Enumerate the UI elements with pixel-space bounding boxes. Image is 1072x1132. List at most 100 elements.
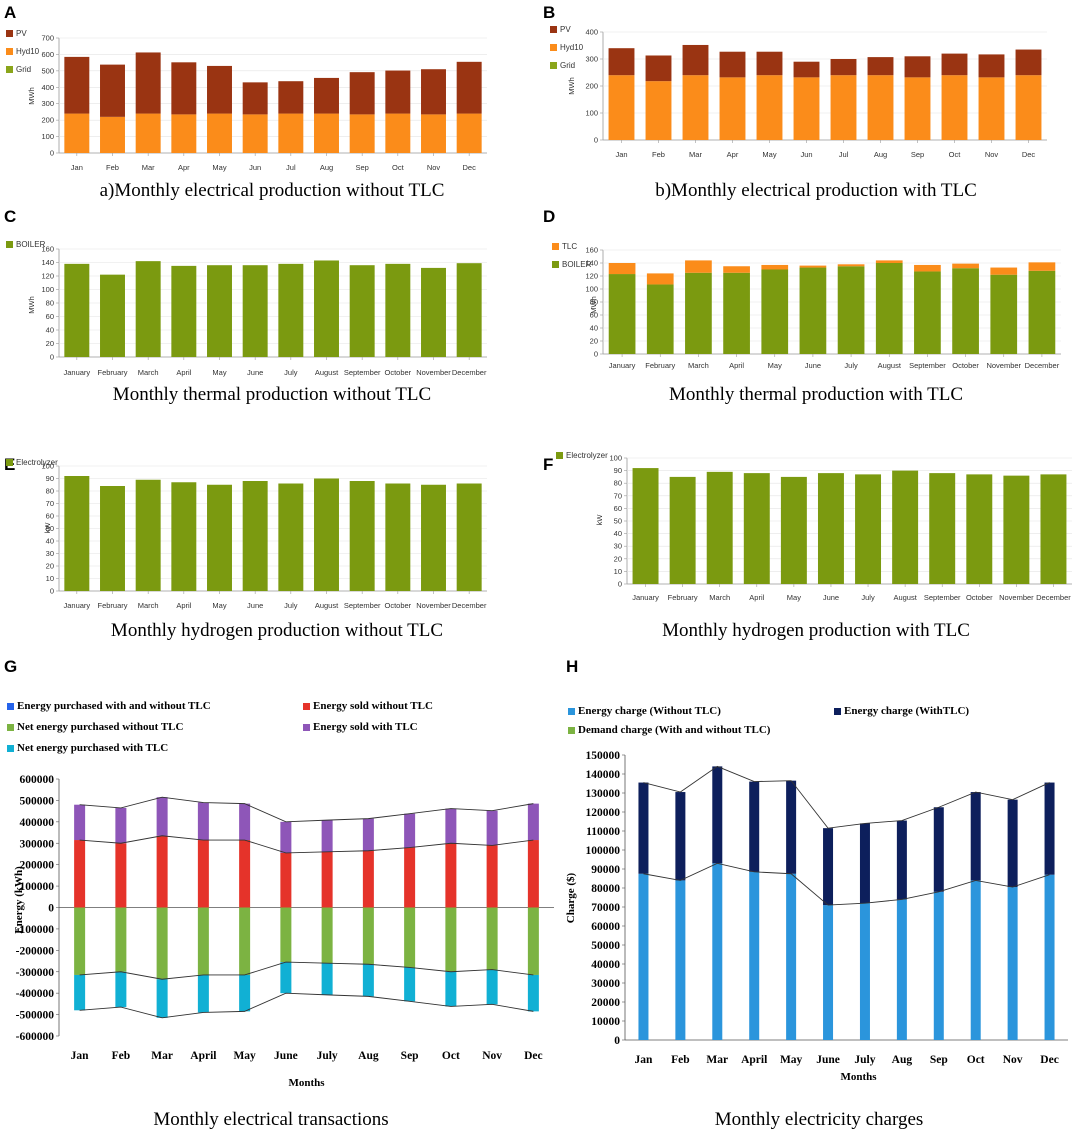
x-tick-label: Dec — [1040, 1054, 1059, 1066]
bar-boiler — [64, 263, 90, 357]
y-tick-label: 70000 — [591, 902, 620, 914]
legend-label: Hyd10 — [16, 47, 40, 56]
legend-swatch — [6, 459, 13, 466]
x-tick-label: May — [212, 601, 226, 610]
x-axis-label: Months — [288, 1077, 325, 1089]
x-tick-label: Jun — [800, 150, 812, 159]
bar-hyd10 — [100, 116, 125, 153]
panel-label: D — [543, 207, 555, 226]
legend-label: Net energy purchased with TLC — [17, 742, 168, 754]
x-tick-label: July — [844, 361, 858, 370]
bar-net-energy-purchased-without-tlc — [280, 907, 292, 963]
bar-tlc — [952, 263, 979, 269]
bar-boiler — [990, 274, 1018, 354]
legend-label: Energy sold without TLC — [313, 700, 433, 712]
x-tick-label: March — [138, 601, 159, 610]
x-tick-label: April — [190, 1050, 216, 1062]
y-tick-label: 160 — [585, 246, 598, 255]
y-tick-label: 80 — [46, 487, 54, 496]
y-tick-label: 40 — [46, 537, 54, 546]
x-tick-label: May — [780, 1054, 803, 1066]
legend-swatch — [552, 261, 559, 268]
y-tick-label: 100 — [585, 285, 598, 294]
bar-pv — [171, 62, 197, 115]
x-tick-label: Dec — [1022, 150, 1036, 159]
y-tick-label: 10000 — [591, 1016, 620, 1028]
bar-energy-charge-without-tlc- — [896, 899, 907, 1040]
legend-label: Grid — [560, 61, 575, 70]
bar-electrolyzer — [135, 479, 161, 591]
trend-line — [79, 992, 534, 1019]
y-axis-label: kW — [595, 514, 604, 526]
bar-tlc — [646, 273, 674, 285]
trend-line — [643, 862, 1050, 906]
x-tick-label: September — [909, 361, 946, 370]
y-tick-label: 20 — [590, 337, 598, 346]
y-tick-label: 100 — [41, 132, 54, 141]
trend-line — [79, 835, 534, 854]
x-tick-label: Sep — [401, 1050, 419, 1062]
bar-pv — [904, 56, 931, 78]
x-tick-label: Sep — [930, 1054, 948, 1066]
y-tick-label: 200000 — [20, 860, 55, 872]
bar-tlc — [761, 264, 789, 270]
legend-swatch — [568, 708, 575, 715]
y-tick-label: 20000 — [591, 997, 620, 1009]
panel-label: B — [543, 3, 555, 22]
bar-energy-sold-with-tlc — [362, 818, 374, 851]
bar-electrolyzer — [456, 483, 482, 591]
y-tick-label: 400000 — [20, 817, 55, 829]
bar-net-energy-purchased-without-tlc — [321, 907, 333, 964]
bar-net-energy-purchased-with-tlc — [321, 963, 333, 995]
x-tick-label: Jun — [249, 163, 261, 172]
x-tick-label: February — [668, 593, 698, 602]
legend-label: TLC — [562, 242, 577, 251]
y-tick-label: 90 — [614, 466, 622, 475]
y-axis-label: MWh — [567, 77, 576, 95]
y-tick-label: 100000 — [20, 881, 55, 893]
bar-boiler — [837, 266, 865, 354]
x-tick-label: Dec — [524, 1050, 543, 1062]
y-tick-label: 0 — [50, 149, 54, 158]
x-tick-label: Oct — [967, 1054, 985, 1066]
y-tick-label: 600000 — [20, 774, 55, 786]
bar-energy-sold-without-tlc — [239, 840, 251, 908]
legend-label: Energy purchased with and without TLC — [17, 700, 211, 712]
bar-electrolyzer — [706, 471, 733, 584]
bar-energy-charge-without-tlc- — [749, 871, 760, 1040]
y-tick-label: 120 — [41, 272, 54, 281]
bar-energy-charge-without-tlc- — [823, 905, 834, 1040]
y-tick-label: 0 — [50, 353, 54, 362]
bar-energy-sold-with-tlc — [527, 803, 539, 841]
bar-boiler — [421, 267, 446, 357]
y-tick-label: -600000 — [16, 1031, 55, 1043]
x-tick-label: Mar — [689, 150, 702, 159]
bar-electrolyzer — [64, 476, 90, 591]
bar-net-energy-purchased-with-tlc — [362, 964, 374, 997]
bar-pv — [64, 56, 90, 114]
bar-pv — [207, 65, 232, 114]
bar-hyd10 — [349, 114, 375, 153]
x-tick-label: Oct — [392, 163, 405, 172]
bar-net-energy-purchased-with-tlc — [404, 967, 416, 1002]
bar-energy-sold-without-tlc — [197, 840, 209, 908]
y-tick-label: -100000 — [16, 924, 55, 936]
x-tick-label: Oct — [949, 150, 962, 159]
trend-line — [643, 765, 1050, 829]
bar-net-energy-purchased-without-tlc — [404, 907, 416, 968]
y-tick-label: 100 — [41, 462, 54, 471]
bar-electrolyzer — [817, 473, 844, 584]
bar-pv — [830, 59, 857, 76]
x-tick-label: July — [854, 1054, 875, 1066]
x-tick-label: November — [416, 368, 451, 377]
bar-net-energy-purchased-with-tlc — [74, 974, 86, 1011]
bar-hyd10 — [793, 77, 820, 140]
bar-pv — [1015, 49, 1042, 76]
panel-caption: Monthly electricity charges — [715, 1109, 924, 1130]
y-tick-label: 20 — [614, 554, 622, 563]
x-tick-label: June — [247, 368, 263, 377]
bar-pv — [349, 72, 375, 115]
bar-hyd10 — [719, 77, 746, 140]
y-tick-label: 30 — [46, 549, 54, 558]
bar-hyd10 — [456, 113, 482, 153]
